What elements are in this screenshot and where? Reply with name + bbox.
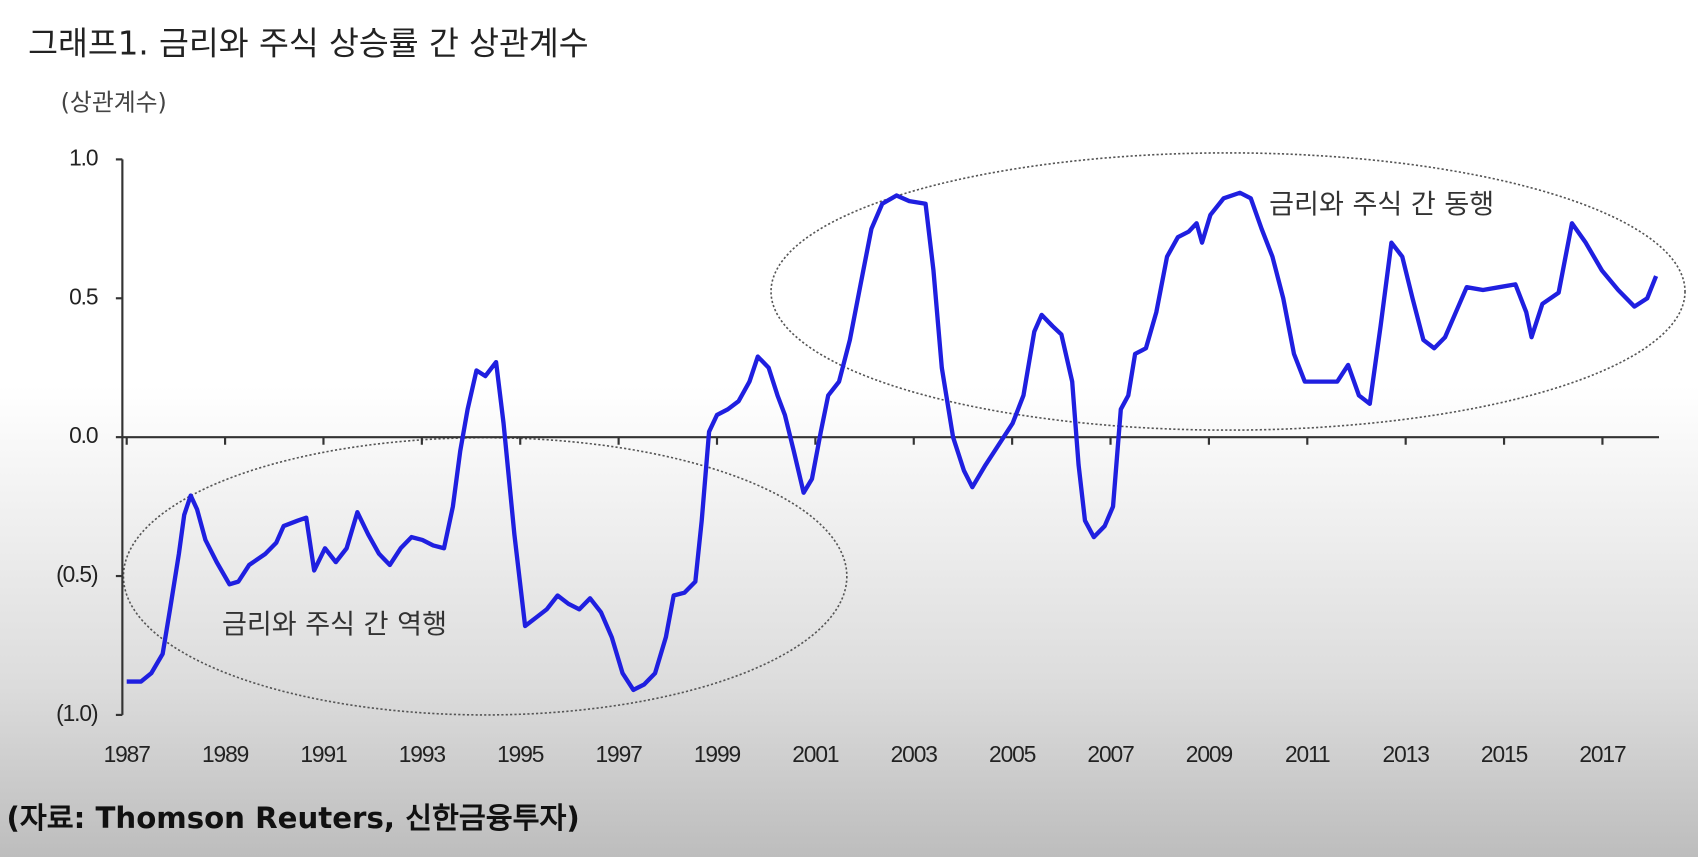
x-tick-label: 1995 [497,741,544,767]
y-tick-label: 0.5 [69,283,98,309]
x-tick-label: 2001 [792,741,839,767]
y-unit: (상관계수) [61,89,167,117]
x-tick-label: 1999 [694,741,741,767]
x-tick-label: 1989 [202,741,249,767]
annotation-ellipse [770,152,1686,431]
data-line [126,190,1659,693]
x-tick-label: 2017 [1579,741,1626,767]
x-tick-label: 1987 [104,741,151,767]
y-tick-label: (0.5) [56,561,98,587]
x-tick-label: 2013 [1383,741,1430,767]
x-tick-label: 2003 [891,741,938,767]
x-tick-label: 2015 [1481,741,1528,767]
chart-title: 그래프1. 금리와 주식 상승률 간 상관계수 [28,25,589,63]
annotation-ellipse [122,436,848,716]
x-tick-label: 2011 [1285,741,1330,767]
annotation: 금리와 주식 간 동행 [1269,189,1494,220]
x-tick-label: 1993 [399,741,446,767]
x-tick-label: 2005 [989,741,1036,767]
y-tick-label: 1.0 [69,144,98,170]
annotation: 금리와 주식 간 역행 [222,610,447,641]
source-note: (자료: Thomson Reuters, 신한금융투자) [6,801,579,835]
y-tick-label: (1.0) [56,700,98,726]
y-tick-label: 0.0 [69,422,98,448]
x-tick-label: 1991 [300,741,347,767]
x-tick-label: 2009 [1186,741,1233,767]
x-tick-label: 1997 [595,741,642,767]
x-tick-label: 2007 [1087,741,1134,767]
